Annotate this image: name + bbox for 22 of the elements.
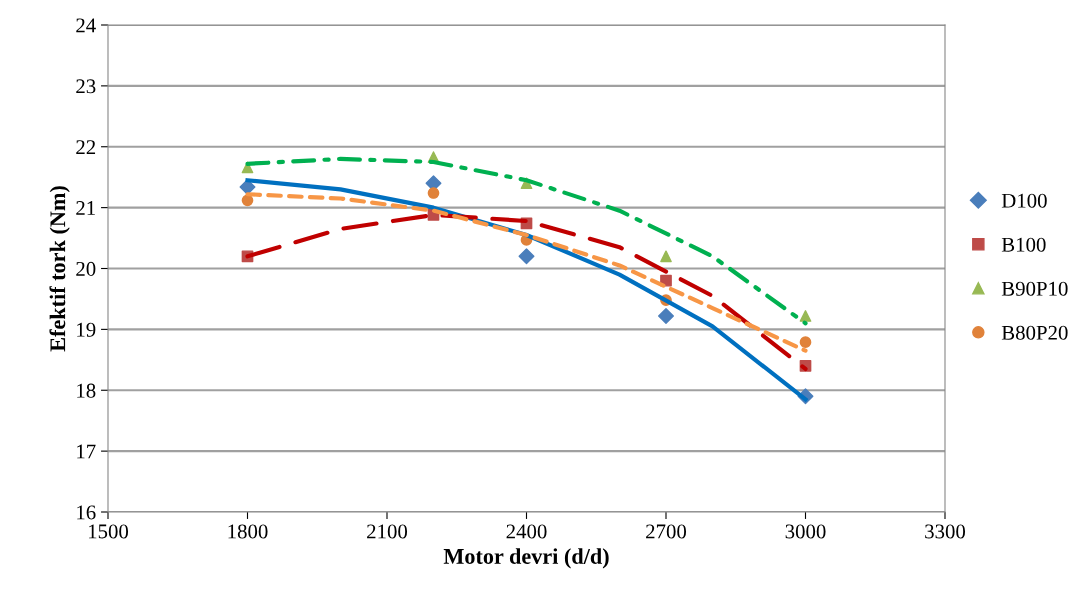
x-axis-title: Motor devri (d/d) [443, 548, 609, 569]
y-tick-label: 21 [76, 201, 95, 215]
x-tick-label: 2400 [506, 524, 547, 539]
x-tick-label: 2700 [646, 524, 687, 539]
y-tick-label: 22 [76, 140, 96, 154]
y-tick-label: 24 [76, 18, 96, 33]
x-tick-label: 3000 [785, 524, 826, 539]
y-tick-label: 20 [76, 261, 96, 276]
y-tick-label: 17 [77, 444, 96, 459]
legend-label: D100 [1001, 193, 1047, 208]
y-tick-label: 23 [76, 79, 96, 94]
legend-label: B90P10 [1001, 281, 1068, 296]
y-tick-label: 19 [77, 322, 96, 337]
x-tick-label: 1800 [228, 524, 268, 539]
x-tick-label: 2100 [367, 524, 408, 539]
x-tick-label: 3300 [925, 524, 966, 539]
legend-label: B100 [1001, 237, 1046, 252]
legend-label: B80P20 [1001, 325, 1068, 340]
y-axis-title: Efektif tork (Nm) [49, 186, 70, 352]
y-tick-label: 18 [77, 383, 96, 398]
x-tick-label: 1500 [89, 524, 129, 539]
y-tick-label: 16 [77, 505, 96, 520]
